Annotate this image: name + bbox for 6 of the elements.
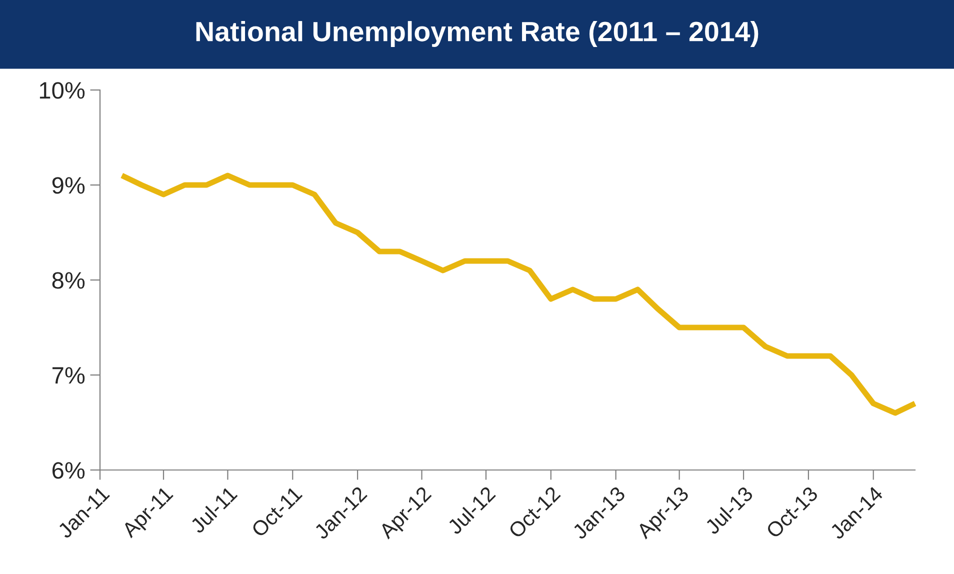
y-tick-label: 10% <box>40 82 85 99</box>
y-tick-label: 8% <box>52 272 85 289</box>
y-tick-label: 9% <box>52 177 85 194</box>
y-tick-label: 7% <box>52 367 85 384</box>
chart-title: National Unemployment Rate (2011 – 2014) <box>196 21 758 47</box>
y-tick-label: 6% <box>52 462 85 479</box>
